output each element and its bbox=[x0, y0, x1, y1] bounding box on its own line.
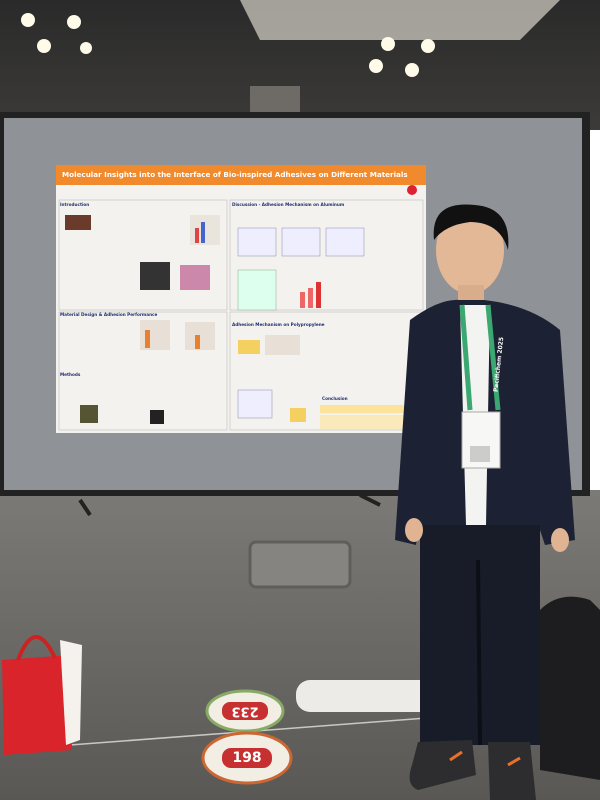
floor-hatch bbox=[248, 540, 352, 589]
poster-section: Adhesion Mechanism on Polypropylene bbox=[232, 322, 325, 327]
floor-marker-tag bbox=[222, 748, 272, 768]
board-leg bbox=[78, 498, 92, 517]
trouser-gap bbox=[476, 559, 482, 746]
bag-handle bbox=[16, 635, 57, 661]
board-leg bbox=[359, 493, 381, 507]
floor-marker-number: 198 bbox=[232, 750, 261, 766]
floor-marker-number: 233 bbox=[231, 704, 258, 719]
lanyard bbox=[459, 304, 501, 411]
shoe-logo bbox=[449, 750, 521, 767]
badge-code bbox=[470, 446, 490, 462]
hair bbox=[433, 204, 509, 250]
poster-section: Methods bbox=[60, 372, 81, 377]
poster-section: Material Design & Adhesion Performance bbox=[60, 312, 158, 317]
shoe bbox=[488, 742, 536, 800]
poster-figures bbox=[65, 215, 420, 429]
red-bag bbox=[2, 655, 72, 755]
poster-section: Introduction bbox=[60, 202, 89, 207]
person: Pacifichem 2025 bbox=[395, 204, 575, 800]
ceiling-lights bbox=[21, 13, 435, 77]
floor-marker-tag bbox=[222, 702, 268, 720]
backpack bbox=[540, 596, 600, 780]
logo bbox=[407, 185, 417, 195]
white-bag bbox=[60, 640, 82, 745]
poster-title-bar bbox=[56, 165, 426, 185]
hand bbox=[551, 528, 569, 552]
poster-title: Molecular Insights into the Interface of… bbox=[62, 170, 408, 179]
hand bbox=[405, 518, 423, 542]
poster-section: Conclusion bbox=[322, 396, 348, 401]
face bbox=[436, 206, 504, 294]
poster-section: Discussion - Adhesion Mechanism on Alumi… bbox=[232, 202, 345, 207]
ceiling-panel bbox=[240, 0, 560, 40]
